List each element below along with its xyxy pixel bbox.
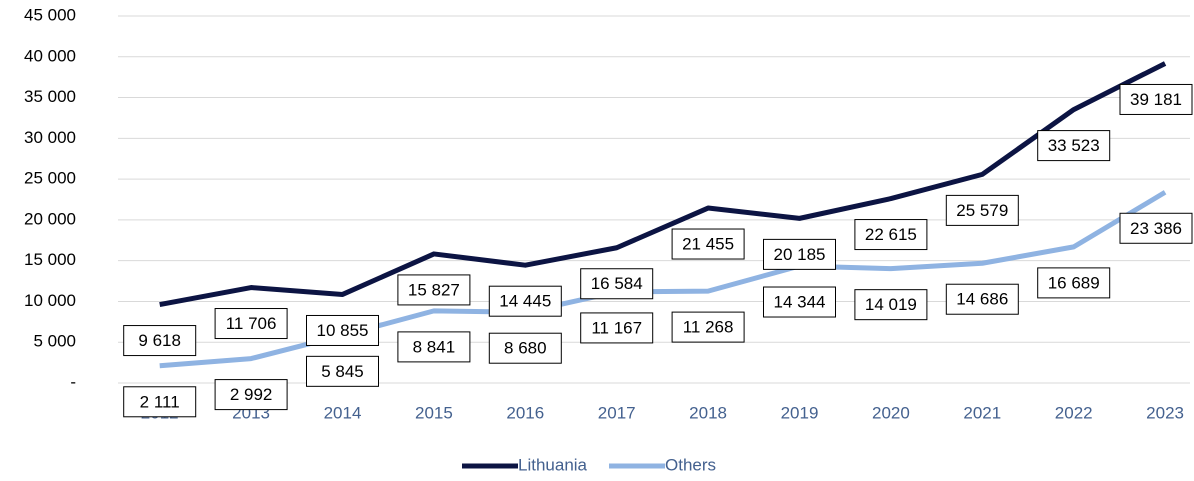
y-tick-label: 15 000: [24, 250, 76, 269]
x-tick-label: 2020: [872, 403, 910, 422]
series-line: [159, 61, 1167, 308]
y-tick-label: 30 000: [24, 128, 76, 147]
x-tick-label: 2019: [781, 403, 819, 422]
value-label-box: [1119, 212, 1193, 244]
x-tick-label: 2016: [506, 403, 544, 422]
y-tick-label: 25 000: [24, 169, 76, 188]
value-label: 39 181: [1130, 90, 1182, 109]
y-tick-label: 35 000: [24, 87, 76, 106]
x-tick-label: 2022: [1055, 403, 1093, 422]
x-tick-label: 2018: [689, 403, 727, 422]
value-label: 11 706: [226, 314, 277, 333]
value-label-box: [214, 379, 288, 411]
value-label: 14 344: [774, 293, 826, 312]
value-label: 5 845: [321, 362, 364, 381]
value-label-box: [854, 219, 928, 251]
value-label: 33 523: [1048, 136, 1100, 155]
y-tick-label: -: [70, 372, 76, 391]
legend-label: Lithuania: [518, 455, 588, 474]
value-label-box: [945, 194, 1019, 226]
value-label: 14 445: [499, 292, 551, 311]
x-tick-label: 2017: [598, 403, 636, 422]
value-label: 22 615: [865, 225, 917, 244]
value-label-box: [306, 355, 379, 387]
value-label-box: [580, 312, 654, 344]
value-label-box: [397, 274, 471, 306]
x-tick-label: 2023: [1146, 403, 1184, 422]
x-tick-label: 2015: [415, 403, 453, 422]
value-label: 23 386: [1130, 219, 1182, 238]
value-label: 10 855: [317, 321, 369, 340]
value-label: 20 185: [774, 245, 826, 264]
value-label-box: [123, 386, 197, 418]
value-label: 11 268: [683, 318, 734, 337]
value-label: 25 579: [956, 201, 1008, 220]
value-label-box: [214, 308, 288, 340]
legend-label: Others: [665, 455, 716, 474]
value-label: 14 686: [956, 290, 1008, 309]
value-label: 8 841: [413, 337, 456, 356]
x-tick-label: 2014: [324, 403, 362, 422]
value-label: 11 167: [591, 318, 642, 337]
value-label-box: [945, 283, 1019, 315]
y-tick-label: 45 000: [24, 5, 76, 24]
value-label-box: [123, 325, 197, 357]
value-label-box: [763, 238, 836, 270]
value-label: 21 455: [682, 235, 734, 254]
value-label: 2 111: [140, 392, 180, 411]
value-label: 9 618: [138, 331, 181, 350]
value-label-box: [671, 228, 745, 260]
x-tick-label: 2021: [963, 403, 1001, 422]
value-label: 2 992: [230, 385, 273, 404]
y-tick-label: 20 000: [24, 209, 76, 228]
value-label-box: [580, 268, 654, 300]
y-tick-label: 40 000: [24, 46, 76, 65]
value-label: 16 689: [1048, 273, 1100, 292]
value-label-box: [854, 289, 928, 321]
value-label-box: [671, 311, 745, 343]
value-label: 15 827: [408, 280, 460, 299]
value-label: 14 019: [865, 295, 917, 314]
value-label: 8 680: [504, 339, 547, 358]
value-label-box: [488, 285, 562, 317]
value-label: 16 584: [591, 274, 643, 293]
value-label-box: [488, 332, 562, 364]
y-tick-label: 10 000: [24, 291, 76, 310]
value-label-box: [1037, 130, 1111, 162]
y-tick-label: 5 000: [33, 332, 76, 351]
value-label-box: [763, 286, 836, 318]
value-label-box: [397, 331, 471, 363]
value-label-box: [306, 314, 379, 346]
value-label-box: [1037, 267, 1111, 299]
value-label-box: [1119, 83, 1193, 115]
